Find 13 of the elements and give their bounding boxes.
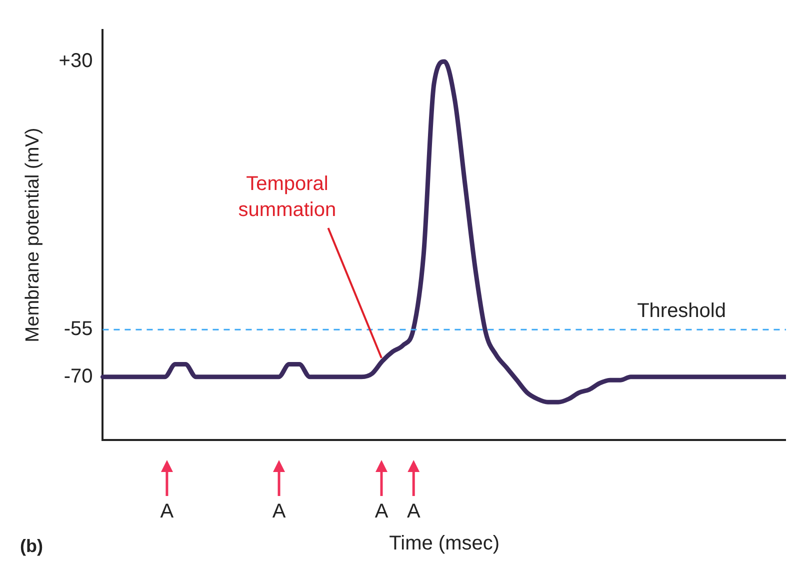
text: A	[374, 500, 389, 523]
text: A	[406, 500, 421, 523]
y-axis-title: Membrane potential (mV)	[22, 128, 44, 342]
y-tick-label: -55	[64, 318, 93, 340]
ref-line-label: Threshold	[637, 300, 726, 322]
annotation: Temporal summation	[238, 173, 336, 221]
y-tick-label: +30	[58, 50, 93, 72]
text: (b)	[20, 536, 43, 556]
y-tick-label: -70	[64, 365, 93, 388]
text: A	[272, 500, 286, 523]
x-axis-title: Time (msec)	[389, 532, 500, 555]
line-series	[100, 59, 786, 404]
text: A	[160, 500, 174, 523]
